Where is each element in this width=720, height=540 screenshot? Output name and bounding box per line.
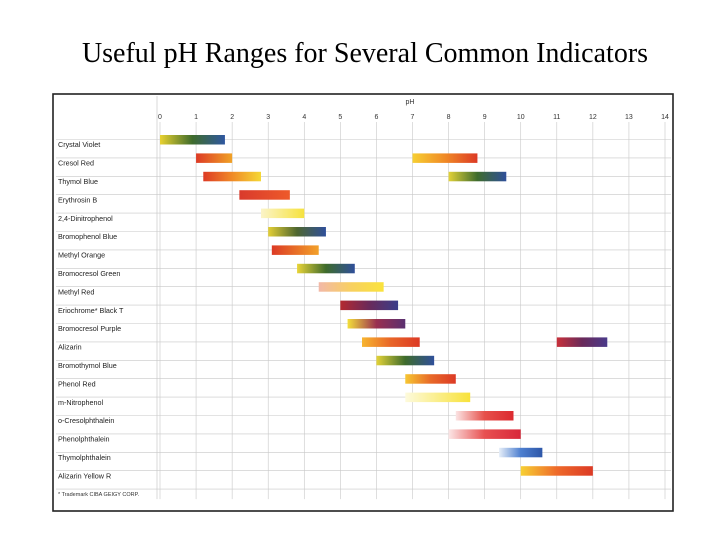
indicator-label: Eriochrome* Black T	[58, 306, 124, 315]
range-bar	[239, 190, 290, 200]
indicator-label: Bromocresol Purple	[58, 324, 121, 333]
ph-tick-label: 9	[483, 114, 487, 121]
ph-ticks: 0 1 2 3 4 5 6 7 8 9 10 11 12 13 14	[158, 114, 669, 121]
indicator-label: Bromophenol Blue	[58, 232, 117, 241]
x-axis-title: pH	[406, 99, 415, 106]
range-bar	[556, 337, 608, 347]
indicator-label: Phenol Red	[58, 379, 96, 388]
footnote: * Trademark CIBA GEIGY CORP.	[58, 492, 140, 498]
ph-tick-label: 5	[338, 114, 342, 121]
range-bars	[160, 135, 608, 476]
range-bar	[318, 282, 384, 292]
ph-tick-label: 2	[230, 114, 234, 121]
indicator-label: Bromothymol Blue	[58, 361, 117, 370]
range-bar	[261, 208, 305, 219]
range-bar	[412, 153, 478, 163]
range-bar	[362, 337, 420, 347]
indicator-label: 2,4-Dinitrophenol	[58, 214, 113, 223]
range-bar	[448, 171, 507, 182]
ph-tick-label: 10	[517, 114, 525, 121]
indicator-label: Alizarin	[58, 343, 82, 352]
range-bar	[499, 447, 543, 458]
indicator-label: Phenolphthalein	[58, 435, 110, 444]
indicator-label: Cresol Red	[58, 159, 94, 168]
range-bar	[520, 466, 593, 476]
range-bar	[297, 263, 355, 274]
range-bar	[160, 135, 225, 145]
indicator-label: o-Cresolphthalein	[58, 416, 114, 425]
range-bar	[196, 153, 233, 163]
ph-tick-label: 4	[302, 114, 306, 121]
ph-tick-label: 13	[625, 114, 633, 121]
range-bar	[455, 411, 514, 421]
ph-tick-label: 0	[158, 114, 162, 121]
range-bar	[340, 300, 399, 311]
indicator-label: Crystal Violet	[58, 140, 100, 149]
indicator-label: Methyl Orange	[58, 251, 105, 260]
range-bar	[448, 429, 521, 439]
range-bar	[268, 227, 326, 237]
range-bar	[203, 171, 261, 182]
slide-title: Useful pH Ranges for Several Common Indi…	[81, 38, 649, 69]
indicator-label: Thymolphthalein	[58, 453, 111, 462]
ph-tick-label: 11	[553, 114, 560, 121]
ph-tick-label: 6	[374, 114, 378, 121]
indicator-label: Erythrosin B	[58, 195, 97, 204]
indicator-label: Alizarin Yellow R	[58, 471, 111, 480]
indicator-label: Thymol Blue	[58, 177, 98, 186]
range-bar	[347, 319, 406, 329]
ph-tick-label: 14	[661, 114, 669, 121]
indicator-labels: Crystal Violet Cresol Red Thymol Blue Eryth…	[58, 140, 124, 480]
ph-tick-label: 8	[447, 114, 451, 121]
range-bar	[405, 374, 456, 384]
range-bar	[405, 392, 471, 403]
range-bar	[376, 355, 435, 366]
ph-tick-label: 7	[411, 114, 415, 121]
indicator-label: Bromocresol Green	[58, 269, 120, 278]
indicator-label: m-Nitrophenol	[58, 398, 104, 407]
indicator-label: Methyl Red	[58, 287, 94, 296]
ph-tick-label: 3	[266, 114, 270, 121]
range-bar	[271, 245, 319, 255]
ph-tick-label: 1	[194, 114, 198, 121]
grid-layer	[56, 96, 671, 500]
ph-tick-label: 12	[589, 114, 597, 121]
